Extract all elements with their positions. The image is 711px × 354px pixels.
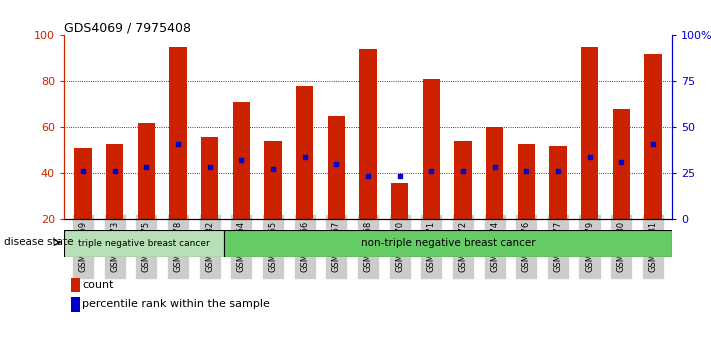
Text: disease state: disease state: [4, 238, 73, 247]
Bar: [201, 137, 218, 219]
Bar: [486, 127, 503, 219]
Bar: [581, 47, 598, 219]
Text: count: count: [82, 280, 114, 290]
Bar: [296, 86, 314, 219]
Bar: [359, 49, 377, 219]
Bar: [391, 183, 408, 219]
Text: percentile rank within the sample: percentile rank within the sample: [82, 299, 270, 309]
Bar: [549, 146, 567, 219]
Bar: [224, 230, 672, 257]
Bar: [644, 54, 662, 219]
Bar: [138, 123, 155, 219]
Bar: [106, 143, 123, 219]
Bar: [454, 141, 471, 219]
Bar: [613, 109, 630, 219]
Text: non-triple negative breast cancer: non-triple negative breast cancer: [360, 238, 535, 249]
Bar: [328, 116, 345, 219]
Text: GDS4069 / 7975408: GDS4069 / 7975408: [64, 21, 191, 34]
Bar: [232, 102, 250, 219]
Bar: [264, 141, 282, 219]
Bar: [169, 47, 187, 219]
Bar: [422, 79, 440, 219]
Bar: [74, 148, 92, 219]
Bar: [518, 143, 535, 219]
Bar: [64, 230, 224, 257]
Text: triple negative breast cancer: triple negative breast cancer: [78, 239, 210, 248]
